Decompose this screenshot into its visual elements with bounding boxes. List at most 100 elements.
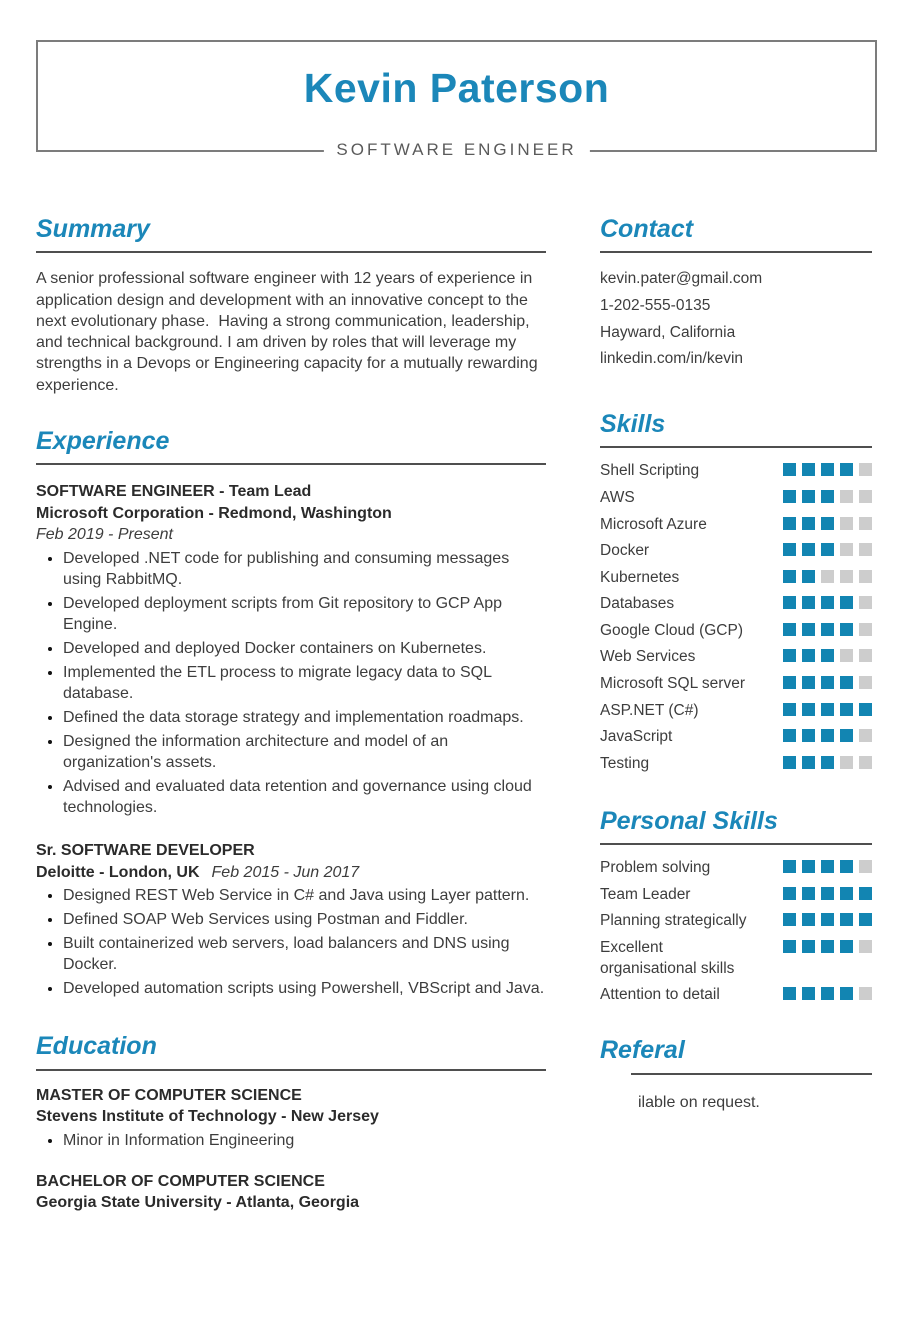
rating-square-filled: [821, 939, 834, 953]
skill-name: Shell Scripting: [600, 462, 700, 480]
rating-square-filled: [840, 987, 853, 1001]
header-box: Kevin Paterson SOFTWARE ENGINEER: [36, 40, 877, 160]
rating-square-empty: [859, 596, 872, 610]
rating-square-filled: [783, 596, 796, 610]
rating-square-filled: [783, 860, 796, 874]
right-column: Contact kevin.pater@gmail.com 1-202-555-…: [600, 216, 872, 1214]
skill-row: Planning strategically: [600, 910, 872, 931]
experience-heading: Experience: [36, 428, 546, 466]
rating-square-filled: [859, 886, 872, 900]
rating-square-filled: [821, 516, 834, 530]
job-bullet-list: Developed .NET code for publishing and c…: [36, 548, 546, 819]
rating-square-filled: [783, 913, 796, 927]
rating-square-filled: [821, 596, 834, 610]
education-heading: Education: [36, 1033, 546, 1071]
rating-square-empty: [859, 987, 872, 1001]
skill-name: Microsoft SQL server: [600, 675, 745, 693]
rating-square-filled: [783, 463, 796, 477]
rating-square-filled: [859, 702, 872, 716]
rating-square-filled: [783, 939, 796, 953]
rating-square-empty: [859, 939, 872, 953]
skill-rating-bar: [783, 540, 872, 557]
rating-square-filled: [802, 939, 815, 953]
bullet-item: Advised and evaluated data retention and…: [63, 776, 546, 819]
experience-entry: Sr. SOFTWARE DEVELOPER Deloitte - London…: [36, 840, 546, 999]
referral-section: Referal ilable on request.: [600, 1037, 872, 1113]
rating-square-filled: [783, 543, 796, 557]
rating-square-filled: [802, 489, 815, 503]
school-name: Georgia State University - Atlanta, Geor…: [36, 1194, 360, 1212]
skill-name: Excellent organisational skills: [600, 938, 735, 977]
rating-square-filled: [821, 702, 834, 716]
person-name: Kevin Paterson: [303, 65, 610, 111]
rating-square-filled: [783, 702, 796, 716]
degree-title: MASTER OF COMPUTER SCIENCE: [36, 1086, 302, 1104]
rating-square-filled: [821, 987, 834, 1001]
rating-square-filled: [802, 702, 815, 716]
contact-linkedin: linkedin.com/in/kevin: [600, 350, 744, 368]
contact-section: Contact kevin.pater@gmail.com 1-202-555-…: [600, 216, 872, 373]
rating-square-filled: [840, 860, 853, 874]
skill-row: Microsoft Azure: [600, 514, 872, 535]
bullet-item: Designed the information architecture an…: [63, 731, 546, 774]
skill-row: Problem solving: [600, 857, 872, 878]
skill-rating-bar: [783, 753, 872, 769]
contact-phone: 1-202-555-0135: [600, 296, 711, 314]
skill-name: JavaScript: [600, 728, 673, 746]
rating-square-filled: [802, 622, 815, 636]
education-bullet-list: Minor in Information Engineering: [36, 1130, 546, 1151]
education-entry: MASTER OF COMPUTER SCIENCE Stevens Insti…: [36, 1085, 546, 1151]
rating-square-filled: [821, 913, 834, 927]
contact-location: Hayward, California: [600, 323, 736, 341]
skill-row: Attention to detail: [600, 984, 872, 1005]
rating-square-filled: [783, 886, 796, 900]
rating-square-filled: [802, 886, 815, 900]
degree-title: BACHELOR OF COMPUTER SCIENCE: [36, 1172, 325, 1190]
skill-name: Kubernetes: [600, 568, 680, 586]
rating-square-filled: [802, 913, 815, 927]
rating-square-filled: [821, 886, 834, 900]
job-company: Microsoft Corporation - Redmond, Washing…: [36, 504, 392, 522]
rating-square-filled: [840, 463, 853, 477]
skill-name: Planning strategically: [600, 912, 747, 930]
rating-square-filled: [802, 596, 815, 610]
rating-square-filled: [783, 569, 796, 583]
skill-rating-bar: [783, 593, 872, 610]
skill-rating-bar: [783, 726, 872, 743]
skill-rating-bar: [783, 487, 872, 503]
skill-name: Databases: [600, 595, 675, 613]
skill-row: Google Cloud (GCP): [600, 620, 872, 641]
rating-square-filled: [840, 676, 853, 690]
skill-rating-bar: [783, 460, 872, 477]
skill-rating-bar: [783, 646, 872, 663]
skills-list: Shell Scripting AWS Microsoft Azure Dock…: [600, 460, 872, 774]
skill-name: Testing: [600, 754, 650, 772]
bullet-item: Defined SOAP Web Services using Postman …: [63, 909, 546, 930]
personal-skills-list: Problem solving Team Leader Planning str…: [600, 857, 872, 1005]
rating-square-empty: [859, 649, 872, 663]
job-company: Deloitte - London, UK: [36, 863, 200, 881]
rating-square-filled: [802, 987, 815, 1001]
job-date: Feb 2015 - Jun 2017: [211, 863, 360, 881]
school-name: Stevens Institute of Technology - New Je…: [36, 1108, 379, 1126]
skill-rating-bar: [783, 673, 872, 690]
rating-square-filled: [783, 729, 796, 743]
rating-square-filled: [840, 702, 853, 716]
skill-row: Databases: [600, 593, 872, 614]
rating-square-empty: [859, 543, 872, 557]
skill-name: ASP.NET (C#): [600, 701, 699, 719]
rating-square-empty: [840, 569, 853, 583]
skill-row: AWS: [600, 487, 872, 508]
skill-row: JavaScript: [600, 726, 872, 747]
summary-section: Summary A senior professional software e…: [36, 216, 546, 396]
rating-square-filled: [859, 913, 872, 927]
experience-section: Experience SOFTWARE ENGINEER - Team Lead…: [36, 428, 546, 999]
rating-square-empty: [859, 755, 872, 769]
skill-rating-bar: [783, 567, 872, 583]
rating-square-filled: [802, 676, 815, 690]
skill-row: Web Services: [600, 646, 872, 667]
referral-text: ilable on request.: [638, 1093, 760, 1111]
rating-square-filled: [821, 622, 834, 636]
job-title: Sr. SOFTWARE DEVELOPER: [36, 842, 255, 860]
skill-rating-bar: [783, 620, 872, 636]
